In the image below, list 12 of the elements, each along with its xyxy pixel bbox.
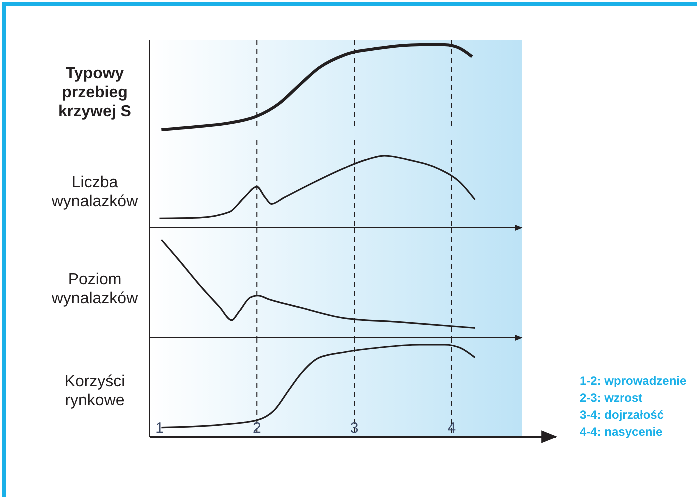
y-axis-title: Liczba wynalazków (50, 174, 139, 210)
y-axis-title: Poziom wynalazków (50, 272, 139, 308)
x-tick-label: 4 (448, 420, 456, 437)
x-tick-label: 3 (350, 420, 359, 437)
y-axis-title: Typowy przebieg krzywej S (58, 66, 132, 120)
x-tick-label: 1 (156, 420, 164, 437)
text: 2-3: wzrost (580, 391, 643, 405)
y-axis-title: Korzyści rynkowe (64, 374, 126, 410)
text: 3-4: dojrzałość (580, 408, 664, 422)
text: 4-4: nasycenie (580, 425, 664, 439)
x-tick-label: 2 (252, 420, 262, 437)
text: 1-2: wprowadzenie (580, 374, 688, 388)
